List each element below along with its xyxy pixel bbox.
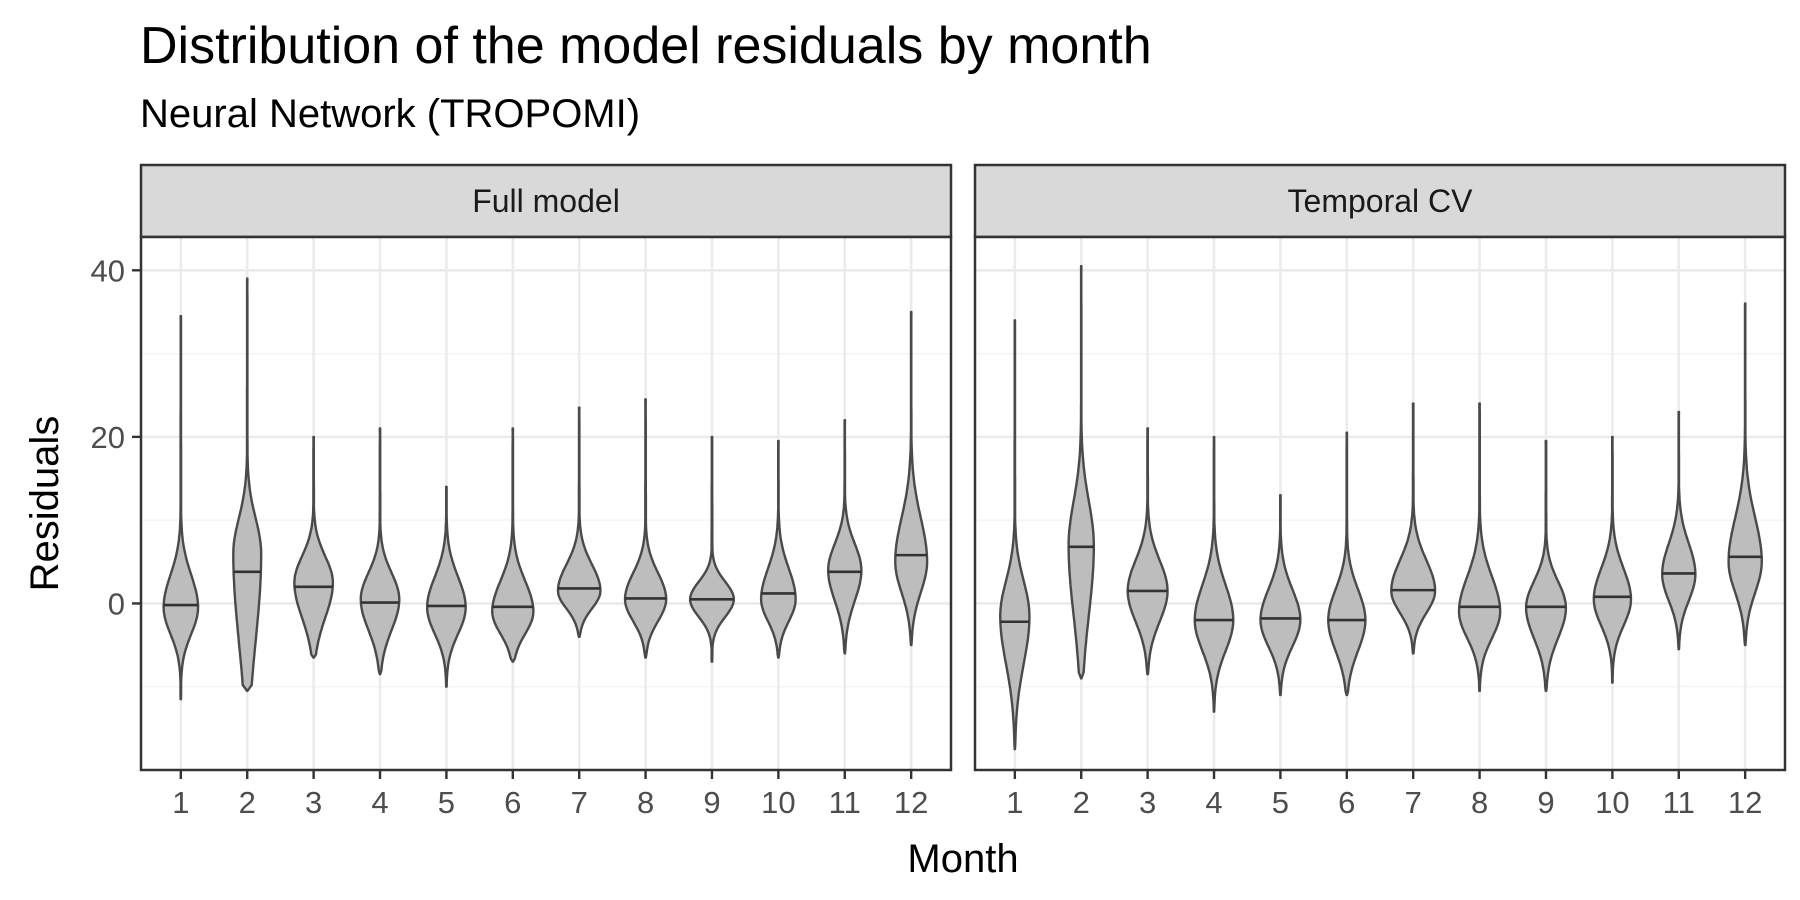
facet-strip: [973, 163, 1787, 239]
x-tick-label: 7: [571, 785, 588, 820]
violin-month-10: [759, 439, 797, 659]
x-tick-label: 10: [1595, 785, 1629, 820]
violin-month-12: [1727, 302, 1763, 647]
x-tick-label: 7: [1405, 785, 1422, 820]
y-tick-label: 40: [91, 253, 125, 288]
violin-month-10: [1592, 435, 1633, 684]
chart-title: Distribution of the model residuals by m…: [140, 17, 1152, 75]
x-tick-label: 5: [1272, 785, 1289, 820]
violin-month-3: [293, 435, 335, 659]
y-tick-label: 0: [108, 586, 125, 621]
x-tick-label: 12: [894, 785, 928, 820]
violin-month-9: [688, 435, 735, 663]
violin-month-6: [491, 427, 535, 663]
x-tick-label: 11: [1663, 785, 1695, 820]
violin-month-6: [1327, 431, 1367, 697]
violin-month-1: [999, 319, 1031, 751]
facet-strip-label: Temporal CV: [1288, 183, 1474, 219]
x-tick-label: 4: [1205, 785, 1222, 820]
violin-month-4: [359, 427, 401, 676]
facet-panel: Temporal CV1 2 3 4 5 6 7 8 9 10 11 12: [973, 163, 1787, 820]
panel-border: [973, 235, 1787, 772]
x-tick-label: 12: [1728, 785, 1762, 820]
violin-month-1: [162, 314, 200, 701]
violin-month-5: [1259, 494, 1302, 697]
panel-background: [975, 237, 1785, 770]
violin-month-5: [426, 485, 467, 688]
x-tick-label: 10: [761, 785, 795, 820]
violin-month-12: [894, 310, 929, 647]
panel-background: [141, 237, 951, 770]
violin-month-8: [623, 398, 668, 659]
y-axis: 0 20 40: [91, 253, 141, 621]
x-tick-label: 1: [1006, 785, 1023, 820]
x-tick-label: 6: [504, 785, 521, 820]
violin-month-11: [827, 419, 863, 655]
x-axis-title: Month: [907, 837, 1018, 881]
violin-month-2: [1067, 264, 1095, 680]
x-tick-label: 1: [172, 785, 189, 820]
x-tick-label: 3: [305, 785, 322, 820]
x-tick-label: 9: [703, 785, 720, 820]
facet-strip-label: Full model: [472, 183, 620, 219]
x-tick-label: 2: [1073, 785, 1090, 820]
x-tick-label: 8: [1471, 785, 1488, 820]
x-tick-label: 4: [371, 785, 388, 820]
panel-border: [139, 235, 953, 772]
violin-month-7: [556, 406, 602, 638]
x-tick-label: 11: [829, 785, 861, 820]
x-tick-label: 6: [1338, 785, 1355, 820]
violin-month-8: [1457, 402, 1502, 693]
x-tick-label: 9: [1537, 785, 1554, 820]
y-axis-title: Residuals: [23, 416, 67, 592]
x-tick-label: 2: [239, 785, 256, 820]
y-tick-label: 20: [91, 420, 125, 455]
violin-month-2: [232, 277, 263, 693]
x-tick-label: 3: [1139, 785, 1156, 820]
chart-subtitle: Neural Network (TROPOMI): [140, 92, 641, 136]
x-tick-label: 8: [637, 785, 654, 820]
x-tick-label: 5: [438, 785, 455, 820]
